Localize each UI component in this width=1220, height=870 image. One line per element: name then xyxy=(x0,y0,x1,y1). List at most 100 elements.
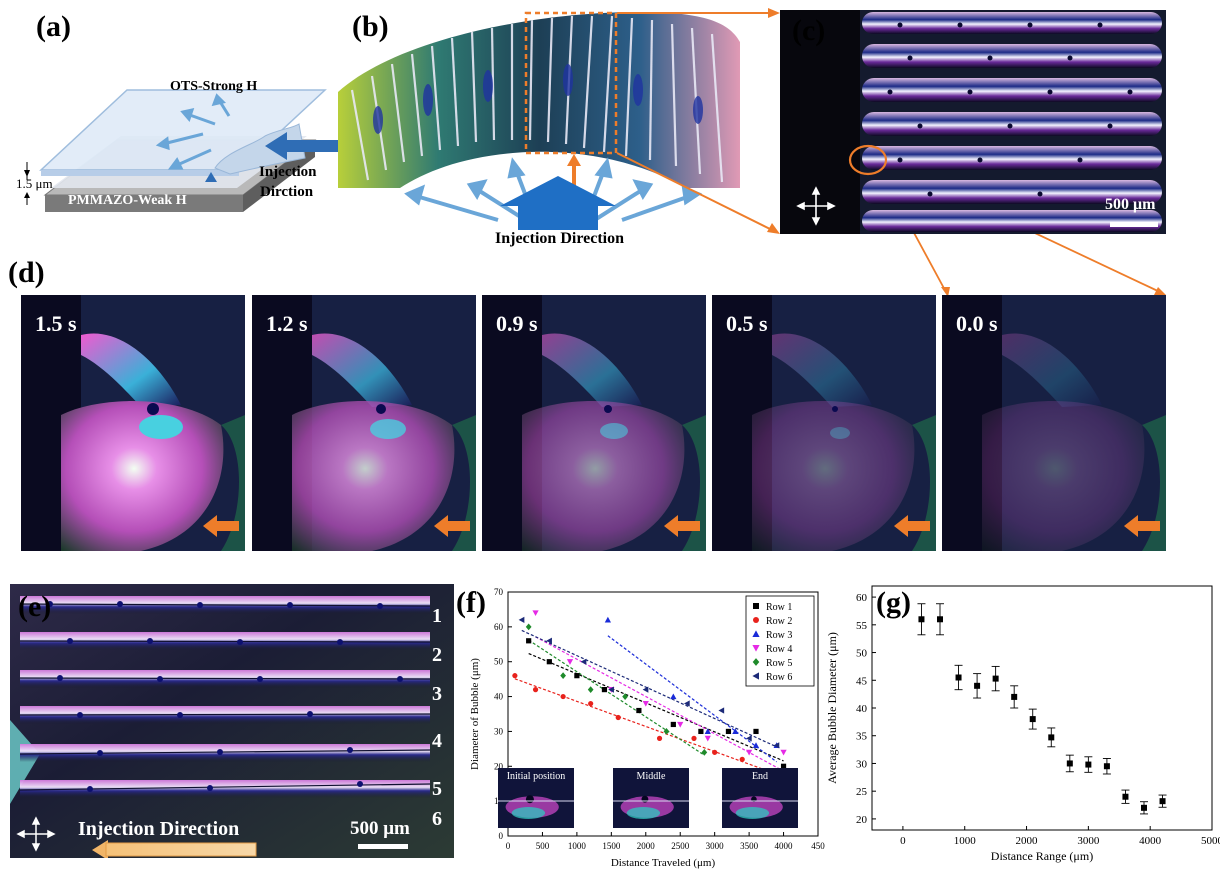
legend-marker xyxy=(752,630,760,637)
data-point xyxy=(683,700,690,707)
data-point xyxy=(1085,761,1092,768)
y-tick-label: 20 xyxy=(856,814,868,826)
y-tick-label: 35 xyxy=(856,731,868,743)
legend-marker xyxy=(752,658,760,666)
row-number-4: 4 xyxy=(432,730,442,752)
e-scale-bar-label: 500 μm xyxy=(350,818,410,839)
data-point xyxy=(974,682,981,689)
data-point xyxy=(704,735,711,742)
row-number-6: 6 xyxy=(432,808,442,830)
inset-label: End xyxy=(752,771,768,782)
time-frame: 0.5 s xyxy=(712,295,936,551)
bubble-diameter-chart: 0500100015002000250030003500400045001020… xyxy=(469,587,825,869)
data-point xyxy=(656,735,663,741)
data-point xyxy=(937,616,943,623)
data-point xyxy=(1011,693,1018,700)
data-point xyxy=(574,673,580,679)
y-tick-label: 50 xyxy=(856,648,868,660)
fit-line xyxy=(535,636,784,772)
cell-schematic xyxy=(24,89,341,212)
injection-label-line2: Dirction xyxy=(260,184,314,200)
x-tick-label: 0 xyxy=(900,835,906,847)
inset-label: Initial position xyxy=(507,771,566,782)
data-point xyxy=(780,749,787,756)
fit-line xyxy=(528,639,705,756)
x-tick-label: 4000 xyxy=(1139,835,1162,847)
legend-label: Row 2 xyxy=(766,616,792,627)
x-tick-label: 1500 xyxy=(602,841,621,851)
legend-marker xyxy=(753,603,759,609)
y-tick-label: 60 xyxy=(856,592,868,604)
x-tick-label: 3500 xyxy=(740,841,759,851)
data-point xyxy=(532,610,539,617)
legend-label: Row 4 xyxy=(766,644,792,655)
x-tick-label: 1000 xyxy=(568,841,587,851)
data-point xyxy=(701,748,708,756)
legend xyxy=(745,595,815,687)
bottom-layer-label: PMMAZO-Weak H xyxy=(68,193,187,208)
time-label: 1.2 s xyxy=(266,311,308,336)
plot-frame xyxy=(507,591,819,837)
frame-image xyxy=(252,295,476,551)
row-micrograph xyxy=(10,584,454,858)
data-point xyxy=(587,686,594,693)
flow-arrow-icon xyxy=(434,515,470,537)
y-tick-label: 30 xyxy=(494,726,504,736)
fit-line xyxy=(528,652,784,762)
data-point xyxy=(691,735,697,741)
y-tick-label: 0 xyxy=(499,831,504,841)
time-label: 0.0 s xyxy=(956,311,998,336)
inset-bubble xyxy=(641,795,649,803)
data-point xyxy=(518,616,525,624)
data-point xyxy=(1066,760,1073,767)
fan-micrograph xyxy=(338,11,740,230)
panel-f-label: (f) xyxy=(456,586,486,619)
flow-arrow-icon xyxy=(894,515,930,537)
data-point xyxy=(526,638,532,644)
y-tick-label: 70 xyxy=(494,587,504,597)
injection-label-line1: Injection xyxy=(259,164,317,180)
data-point xyxy=(773,742,780,749)
data-point xyxy=(745,735,752,742)
panel-e-label: (e) xyxy=(18,590,52,623)
panel-b-label: (b) xyxy=(352,10,389,43)
legend-marker xyxy=(752,672,759,680)
x-axis-label: Distance Range (μm) xyxy=(991,849,1093,863)
data-point xyxy=(745,749,753,756)
frame-image xyxy=(21,295,245,551)
data-point xyxy=(739,756,745,762)
y-tick-label: 40 xyxy=(856,703,868,715)
data-point xyxy=(580,658,587,665)
y-tick-label: 60 xyxy=(494,622,504,632)
data-point xyxy=(955,674,962,681)
row-number-2: 2 xyxy=(432,644,442,666)
inset-label: Middle xyxy=(637,771,666,782)
time-label: 0.5 s xyxy=(726,311,768,336)
inset-color-band xyxy=(626,807,661,819)
legend-label: Row 3 xyxy=(766,630,792,641)
frame-image xyxy=(942,295,1166,551)
time-frame: 0.9 s xyxy=(482,295,706,551)
data-point xyxy=(642,700,649,707)
time-frame: 1.5 s xyxy=(21,295,245,551)
x-tick-label: 2000 xyxy=(1016,835,1038,847)
data-point xyxy=(704,728,711,735)
x-tick-label: 3000 xyxy=(1077,835,1100,847)
data-point xyxy=(532,687,539,693)
data-point xyxy=(601,687,608,693)
data-point xyxy=(615,714,621,721)
time-label: 1.5 s xyxy=(35,311,77,336)
x-axis-label: Distance Traveled (μm) xyxy=(611,857,716,869)
e-injection-label: Injection Direction xyxy=(78,818,240,840)
x-tick-label: 2500 xyxy=(671,841,690,851)
data-point xyxy=(604,616,612,623)
y-axis-label: Diameter of Bubble (μm) xyxy=(469,658,481,770)
frame-image xyxy=(482,295,706,551)
x-tick-label: 1000 xyxy=(954,835,977,847)
y-tick-label: 45 xyxy=(856,675,868,687)
fit-line xyxy=(607,635,778,763)
flow-arrow-icon xyxy=(664,515,700,537)
x-tick-label: 3000 xyxy=(706,841,725,851)
legend-label: Row 5 xyxy=(766,658,792,669)
data-point xyxy=(560,672,566,680)
